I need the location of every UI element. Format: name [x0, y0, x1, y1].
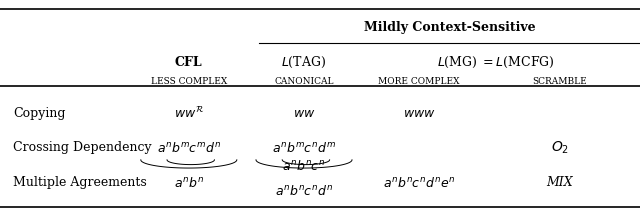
- Text: $a^nb^nc^nd^n$: $a^nb^nc^nd^n$: [275, 184, 333, 198]
- Text: $a^nb^nc^n$: $a^nb^nc^n$: [282, 159, 326, 173]
- Text: CFL: CFL: [175, 56, 203, 69]
- Text: MIX: MIX: [547, 176, 573, 189]
- Text: $www$: $www$: [403, 107, 436, 120]
- Text: $a^nb^mc^nd^m$: $a^nb^mc^nd^m$: [272, 141, 336, 155]
- Text: CANONICAL: CANONICAL: [275, 76, 333, 86]
- Text: Copying: Copying: [13, 107, 65, 120]
- Text: $a^nb^n$: $a^nb^n$: [174, 176, 204, 189]
- Text: $O_2$: $O_2$: [551, 140, 569, 156]
- Text: $ww^{\mathcal{R}}$: $ww^{\mathcal{R}}$: [173, 106, 204, 121]
- Text: Crossing Dependency: Crossing Dependency: [13, 141, 152, 154]
- Text: $L$(MG) $= L$(MCFG): $L$(MG) $= L$(MCFG): [437, 55, 555, 70]
- Text: Mildly Context-Sensitive: Mildly Context-Sensitive: [364, 21, 536, 33]
- Text: $L$(TAG): $L$(TAG): [282, 55, 326, 70]
- Text: $a^nb^nc^nd^ne^n$: $a^nb^nc^nd^ne^n$: [383, 176, 456, 189]
- Text: LESS COMPLEX: LESS COMPLEX: [150, 76, 227, 86]
- Text: MORE COMPLEX: MORE COMPLEX: [378, 76, 460, 86]
- Text: $ww$: $ww$: [292, 107, 316, 120]
- Text: Multiple Agreements: Multiple Agreements: [13, 176, 147, 189]
- Text: $a^nb^mc^md^n$: $a^nb^mc^md^n$: [157, 141, 221, 155]
- Text: SCRAMBLE: SCRAMBLE: [532, 76, 588, 86]
